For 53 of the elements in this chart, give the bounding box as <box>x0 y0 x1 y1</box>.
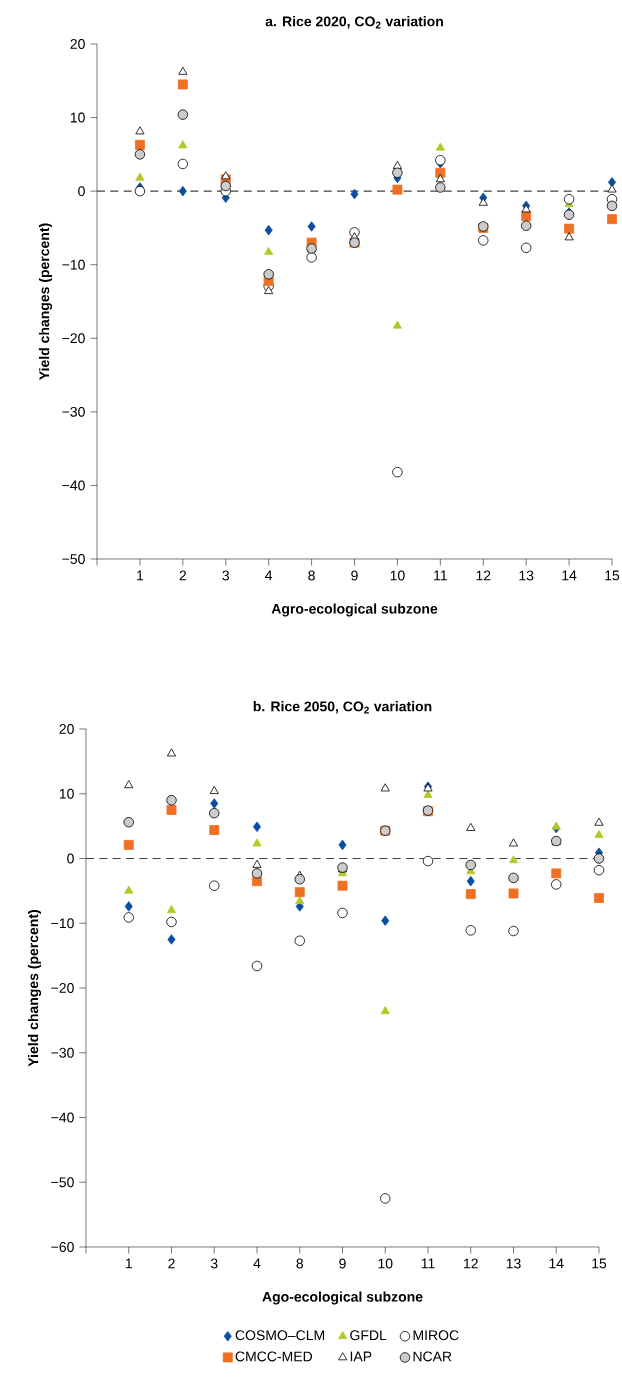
x-tick-label: 9 <box>351 570 358 581</box>
x-tick-label: 2 <box>179 570 187 581</box>
x-tick-label: 1 <box>125 1258 132 1269</box>
x-tick-label: 13 <box>519 570 534 581</box>
y-tick-label: 10 <box>70 112 85 123</box>
y-tick-label: −20 <box>51 983 74 993</box>
y-tick-label: −60 <box>51 1242 74 1252</box>
y-tick-label: 10 <box>59 788 74 799</box>
x-tick-label: 8 <box>296 1258 304 1269</box>
y-tick-label: −50 <box>62 554 85 564</box>
x-axis-title: Agro-ecological subzone <box>271 603 438 617</box>
x-tick-label: 3 <box>222 570 230 581</box>
x-tick-label: 4 <box>265 570 273 581</box>
y-tick-label: −40 <box>62 480 85 491</box>
y-tick-label: −20 <box>62 333 85 344</box>
chart-title: b. Rice 2050, CO$_{2}$ variation <box>253 701 432 714</box>
x-tick-label: 14 <box>549 1258 564 1269</box>
x-tick-label: 12 <box>476 570 491 581</box>
y-tick-label: 20 <box>59 724 74 734</box>
y-tick-label: −30 <box>51 1047 74 1058</box>
x-tick-label: 2 <box>168 1258 175 1269</box>
x-tick-label: 11 <box>421 1258 435 1269</box>
y-tick-label: 20 <box>70 39 85 49</box>
x-tick-label: 15 <box>605 570 620 581</box>
y-tick-label: −30 <box>62 406 85 417</box>
x-tick-label: 15 <box>592 1258 607 1269</box>
legend-label: CMCC-MED <box>235 1351 313 1362</box>
x-tick-label: 4 <box>253 1258 261 1269</box>
x-tick-label: 10 <box>390 570 405 581</box>
y-tick-label: −50 <box>51 1177 74 1188</box>
x-tick-label: 13 <box>506 1258 521 1269</box>
legend-label: GFDL <box>350 1330 387 1341</box>
legend-label: IAP <box>350 1351 372 1362</box>
x-tick-label: 9 <box>339 1258 346 1269</box>
x-tick-label: 1 <box>137 570 144 581</box>
y-axis-title: Yield changes (percent) <box>38 223 53 380</box>
x-tick-label: 12 <box>464 1258 478 1269</box>
legend-label: MIROC <box>413 1330 459 1341</box>
y-tick-label: 0 <box>67 853 74 864</box>
x-tick-label: 8 <box>308 570 315 581</box>
x-tick-label: 11 <box>434 570 447 581</box>
y-tick-label: −10 <box>51 918 74 929</box>
x-axis-title: Ago-ecological subzone <box>262 1291 423 1305</box>
x-tick-label: 10 <box>378 1258 393 1269</box>
legend-label: NCAR <box>413 1351 452 1362</box>
x-tick-label: 14 <box>562 570 577 581</box>
legend-label: COSMO–CLM <box>235 1330 325 1341</box>
y-axis-title: Yield changes (percent) <box>27 910 42 1067</box>
chart-title: a. Rice 2020, CO$_{2}$ variation <box>265 16 443 29</box>
y-tick-label: −40 <box>51 1112 74 1123</box>
y-tick-label: 0 <box>78 186 85 197</box>
x-tick-label: 3 <box>210 1258 218 1269</box>
y-tick-label: −10 <box>62 259 85 270</box>
